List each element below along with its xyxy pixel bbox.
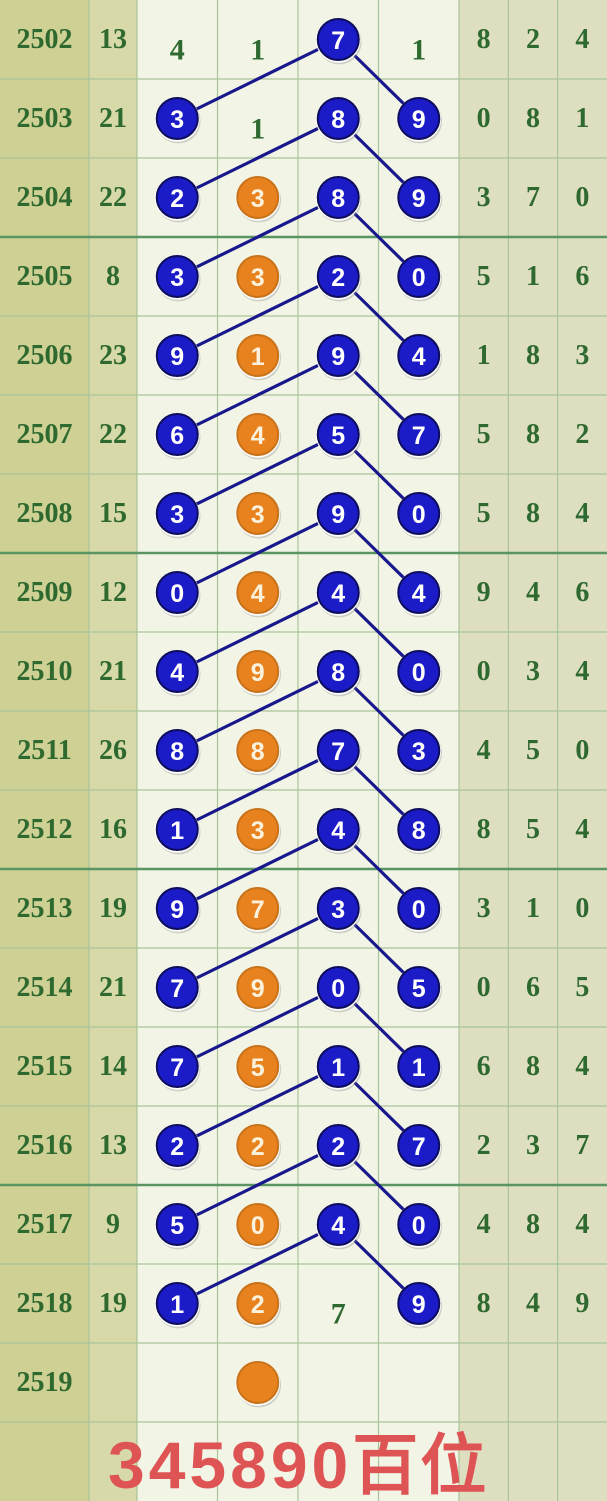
svg-text:4: 4 [412,343,426,371]
svg-text:1: 1 [250,113,265,146]
svg-text:0: 0 [251,1212,265,1240]
svg-text:1: 1 [412,1054,426,1082]
svg-text:0: 0 [331,975,345,1003]
svg-text:3: 3 [251,501,265,529]
svg-text:9: 9 [331,501,345,529]
svg-text:5: 5 [251,1054,265,1082]
svg-text:8: 8 [251,738,265,766]
svg-text:5: 5 [412,975,426,1003]
svg-text:8: 8 [331,185,345,213]
svg-text:9: 9 [412,1291,426,1319]
svg-text:9: 9 [251,975,265,1003]
svg-text:3: 3 [170,264,184,292]
svg-text:9: 9 [412,106,426,134]
svg-text:5: 5 [331,422,345,450]
svg-text:0: 0 [412,659,426,687]
svg-text:2: 2 [170,1133,184,1161]
svg-text:3: 3 [251,817,265,845]
svg-text:5: 5 [170,1212,184,1240]
svg-text:9: 9 [251,659,265,687]
svg-text:2: 2 [170,185,184,213]
svg-text:0: 0 [412,501,426,529]
svg-text:3: 3 [170,106,184,134]
svg-text:0: 0 [412,264,426,292]
svg-text:7: 7 [331,738,345,766]
svg-text:8: 8 [412,817,426,845]
svg-text:1: 1 [170,817,184,845]
svg-text:3: 3 [251,264,265,292]
svg-text:7: 7 [170,975,184,1003]
svg-text:7: 7 [331,27,345,55]
svg-text:8: 8 [170,738,184,766]
svg-text:8: 8 [331,106,345,134]
svg-text:4: 4 [331,817,345,845]
svg-text:0: 0 [412,896,426,924]
svg-text:6: 6 [170,422,184,450]
svg-text:3: 3 [331,896,345,924]
svg-text:7: 7 [412,422,426,450]
svg-text:2: 2 [251,1291,265,1319]
svg-text:3: 3 [251,185,265,213]
svg-text:9: 9 [331,343,345,371]
svg-text:7: 7 [331,1298,346,1331]
svg-text:4: 4 [251,422,265,450]
svg-text:2: 2 [331,1133,345,1161]
svg-text:7: 7 [251,896,265,924]
svg-text:4: 4 [412,580,426,608]
svg-text:1: 1 [250,34,265,67]
svg-text:9: 9 [170,896,184,924]
svg-text:4: 4 [331,1212,345,1240]
svg-text:1: 1 [331,1054,345,1082]
svg-text:7: 7 [170,1054,184,1082]
svg-text:1: 1 [411,34,426,67]
svg-text:4: 4 [170,659,184,687]
svg-text:8: 8 [331,659,345,687]
svg-text:4: 4 [251,580,265,608]
svg-text:2: 2 [251,1133,265,1161]
svg-text:7: 7 [412,1133,426,1161]
svg-text:2: 2 [331,264,345,292]
svg-text:0: 0 [412,1212,426,1240]
svg-text:9: 9 [412,185,426,213]
svg-text:3: 3 [170,501,184,529]
svg-text:0: 0 [170,580,184,608]
svg-text:3: 3 [412,738,426,766]
svg-text:4: 4 [331,580,345,608]
svg-text:9: 9 [170,343,184,371]
svg-text:1: 1 [251,343,265,371]
svg-text:4: 4 [170,34,185,67]
svg-text:1: 1 [170,1291,184,1319]
